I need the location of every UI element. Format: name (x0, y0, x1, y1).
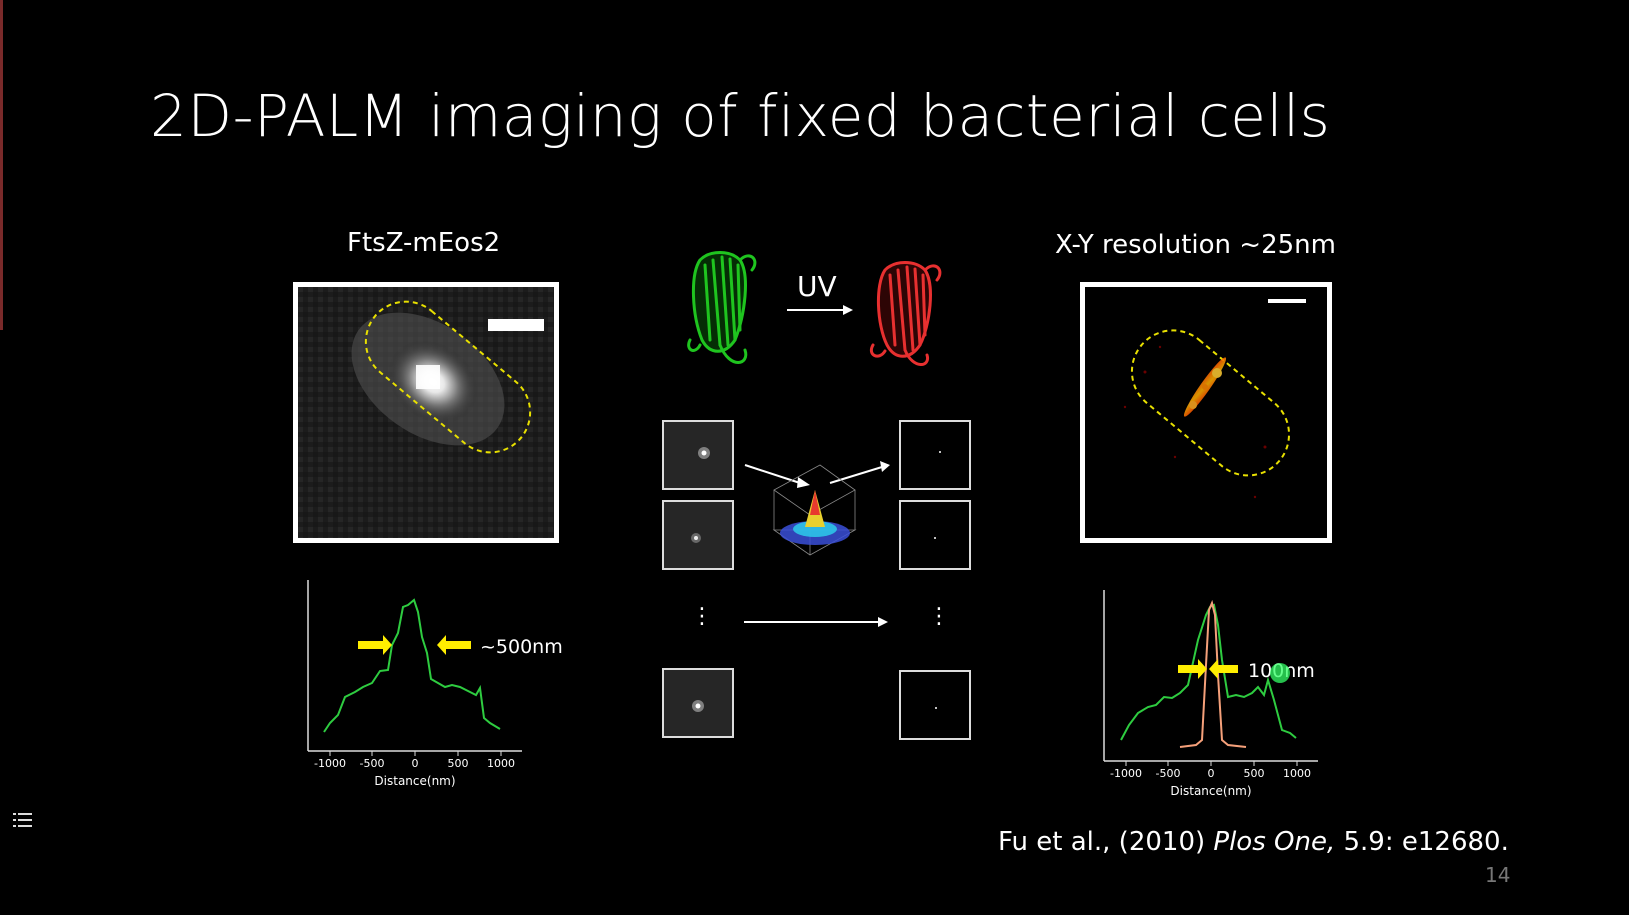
green-protein-icon (687, 251, 757, 364)
left-tick-label: 500 (448, 757, 469, 770)
list-menu-icon (13, 813, 32, 827)
localized-frame (899, 500, 971, 570)
right-profile-plot: 100nm -1000 -500 0 500 1000 Distance(nm) (1103, 590, 1318, 798)
arrow-right-icon (787, 305, 853, 315)
slide-title: 2D-PALM imaging of fixed bacterial cells (150, 82, 1331, 150)
citation-ref: 5.9: e12680. (1335, 827, 1509, 857)
citation-authors: Fu et al., (2010) (998, 827, 1214, 857)
ellipsis-right: ⋮ (928, 604, 950, 629)
red-protein-icon (870, 261, 942, 366)
palm-image (1080, 282, 1332, 543)
window-edge (0, 0, 3, 330)
citation-journal: Plos One, (1213, 827, 1336, 857)
raw-frame (662, 500, 734, 570)
uv-label: UV (797, 270, 837, 303)
palm-image-art (1123, 299, 1306, 499)
raw-frame-spot-icon (664, 502, 732, 568)
widefield-image-art (298, 287, 554, 538)
left-tick-label: -1000 (314, 757, 346, 770)
left-profile-annotation: ~500nm (480, 636, 563, 658)
left-tick-label: 1000 (487, 757, 515, 770)
right-tick-label: -1000 (1110, 767, 1142, 780)
localized-dot-icon (939, 451, 941, 453)
raw-frame-spot-icon (664, 422, 732, 488)
cursor-highlight-icon (1270, 663, 1290, 683)
page-number: 14 (1485, 863, 1511, 887)
outline-menu-button[interactable] (8, 808, 38, 832)
right-tick-label: 1000 (1283, 767, 1311, 780)
localized-frame (899, 670, 971, 740)
ellipsis-left: ⋮ (691, 604, 713, 629)
right-tick-label: -500 (1156, 767, 1181, 780)
arrow-right-icon (744, 617, 888, 627)
localized-frame (899, 420, 971, 490)
raw-frame (662, 420, 734, 490)
surface-plot-icon (744, 461, 890, 556)
left-panel-label: FtsZ-mEos2 (347, 228, 501, 258)
left-xlabel: Distance(nm) (374, 774, 455, 788)
localized-dot-icon (934, 537, 936, 539)
localized-dot-icon (935, 707, 937, 709)
raw-frame-spot-icon (664, 670, 732, 736)
left-tick-label: 0 (412, 757, 419, 770)
left-tick-label: -500 (360, 757, 385, 770)
right-xlabel: Distance(nm) (1170, 784, 1251, 798)
right-panel-label: X-Y resolution ~25nm (1055, 230, 1336, 260)
raw-frame (662, 668, 734, 738)
widefield-image (293, 282, 559, 543)
left-profile-plot: ~500nm -1000 -500 0 500 1000 Distance(nm… (307, 580, 563, 788)
right-tick-label: 0 (1208, 767, 1215, 780)
right-tick-label: 500 (1244, 767, 1265, 780)
citation: Fu et al., (2010) Plos One, 5.9: e12680. (998, 827, 1509, 857)
